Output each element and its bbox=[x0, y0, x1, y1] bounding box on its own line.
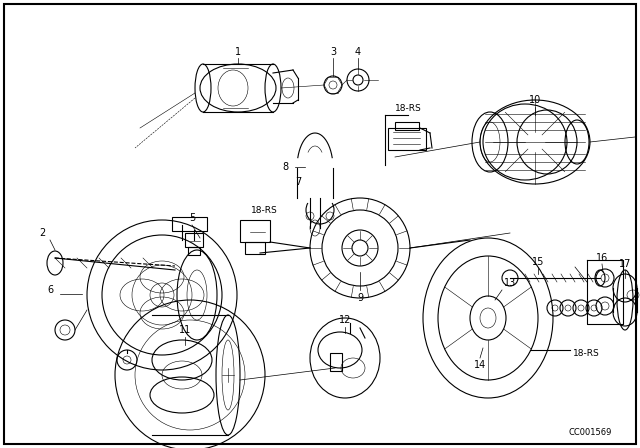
Text: 16: 16 bbox=[596, 253, 608, 263]
Bar bbox=[330, 353, 342, 371]
Text: 13: 13 bbox=[504, 278, 516, 288]
Text: 18-RS: 18-RS bbox=[395, 103, 421, 112]
Text: 18-RS: 18-RS bbox=[573, 349, 600, 358]
Text: 6: 6 bbox=[47, 285, 53, 295]
Text: 7: 7 bbox=[295, 177, 301, 187]
Text: 10: 10 bbox=[529, 95, 541, 105]
Bar bbox=[172, 217, 207, 231]
Text: 3: 3 bbox=[330, 47, 336, 57]
Text: 4: 4 bbox=[355, 47, 361, 57]
Bar bbox=[395, 122, 419, 130]
Bar bbox=[245, 242, 265, 254]
Text: 14: 14 bbox=[474, 360, 486, 370]
Text: 18-RS: 18-RS bbox=[251, 206, 277, 215]
Text: 8: 8 bbox=[282, 162, 288, 172]
Text: 2: 2 bbox=[39, 228, 45, 238]
Bar bbox=[188, 247, 200, 255]
Text: 11: 11 bbox=[179, 325, 191, 335]
Text: 17: 17 bbox=[619, 259, 631, 269]
Text: 12: 12 bbox=[339, 315, 351, 325]
Text: 5: 5 bbox=[189, 213, 195, 223]
Text: 15: 15 bbox=[532, 257, 544, 267]
Bar bbox=[240, 220, 270, 242]
Bar bbox=[388, 128, 426, 150]
Text: 1: 1 bbox=[235, 47, 241, 57]
Bar bbox=[185, 233, 203, 247]
Text: 9: 9 bbox=[357, 293, 363, 303]
Text: CC001569: CC001569 bbox=[568, 427, 612, 436]
